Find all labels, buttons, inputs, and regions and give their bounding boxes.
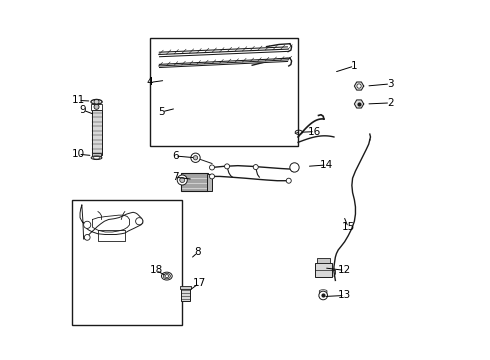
Text: 9: 9: [79, 105, 86, 115]
Ellipse shape: [91, 156, 102, 159]
Circle shape: [286, 178, 291, 183]
Ellipse shape: [319, 292, 327, 294]
Circle shape: [319, 291, 327, 300]
Text: 3: 3: [387, 79, 393, 89]
Bar: [150, 39, 298, 146]
Circle shape: [191, 153, 200, 162]
Text: 18: 18: [149, 265, 163, 275]
Polygon shape: [354, 100, 364, 108]
Polygon shape: [354, 82, 364, 90]
Bar: [92, 153, 101, 158]
Bar: [315, 263, 332, 277]
Circle shape: [84, 221, 91, 228]
Text: 16: 16: [308, 127, 321, 136]
Ellipse shape: [319, 293, 327, 296]
Ellipse shape: [165, 275, 169, 278]
Circle shape: [224, 164, 230, 169]
Circle shape: [94, 99, 99, 104]
Text: 13: 13: [338, 291, 351, 301]
Ellipse shape: [161, 272, 172, 280]
Text: 5: 5: [158, 107, 165, 117]
Circle shape: [94, 104, 99, 109]
Bar: [181, 288, 190, 301]
Circle shape: [291, 167, 296, 172]
Bar: [180, 286, 191, 289]
Text: 8: 8: [195, 247, 201, 257]
Ellipse shape: [163, 273, 171, 279]
Text: 15: 15: [342, 222, 355, 232]
Ellipse shape: [319, 295, 327, 298]
Circle shape: [180, 177, 185, 183]
Circle shape: [253, 165, 258, 170]
Circle shape: [177, 175, 187, 185]
Bar: [91, 104, 102, 110]
Text: 6: 6: [172, 151, 178, 161]
Bar: [92, 110, 101, 155]
Circle shape: [210, 174, 215, 179]
Text: 4: 4: [147, 77, 153, 87]
Circle shape: [136, 218, 143, 225]
Circle shape: [194, 156, 197, 160]
Bar: [72, 200, 182, 325]
Text: 1: 1: [351, 61, 358, 71]
Bar: [318, 258, 330, 263]
Bar: [181, 173, 208, 192]
Circle shape: [290, 163, 299, 172]
Bar: [181, 173, 208, 192]
Text: 11: 11: [72, 95, 85, 105]
Bar: [207, 174, 212, 191]
Ellipse shape: [91, 99, 102, 104]
Text: 10: 10: [72, 149, 85, 159]
Ellipse shape: [319, 290, 327, 293]
Text: 14: 14: [320, 160, 333, 170]
Text: 2: 2: [387, 98, 393, 108]
Circle shape: [210, 165, 215, 170]
Circle shape: [357, 84, 361, 88]
Text: 7: 7: [172, 172, 178, 182]
Text: 17: 17: [193, 278, 206, 288]
Text: 12: 12: [338, 265, 351, 275]
Circle shape: [84, 234, 90, 240]
